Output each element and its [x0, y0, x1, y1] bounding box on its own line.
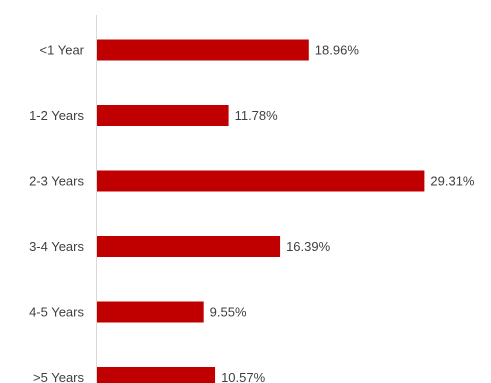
category-label: 4-5 Years: [29, 305, 84, 320]
value-label: 10.57%: [221, 370, 266, 383]
category-label: <1 Year: [40, 43, 85, 58]
value-label: 18.96%: [315, 43, 360, 58]
bar: [97, 170, 425, 192]
bar: [97, 236, 281, 257]
category-label: >5 Years: [33, 370, 84, 383]
category-label: 2-3 Years: [29, 174, 84, 189]
bar: [97, 105, 229, 126]
category-label: 3-4 Years: [29, 239, 84, 254]
bar: [97, 367, 216, 383]
bar: [97, 301, 204, 323]
category-label: 1-2 Years: [29, 108, 84, 123]
value-label: 9.55%: [210, 305, 247, 320]
bars-layer: <1 Year 18.96% 1-2 Years 11.78% 2-3 Years 29.…: [29, 39, 475, 383]
bar: [97, 39, 309, 61]
value-label: 29.31%: [430, 174, 475, 189]
value-label: 11.78%: [235, 108, 279, 123]
value-label: 16.39%: [286, 239, 331, 254]
